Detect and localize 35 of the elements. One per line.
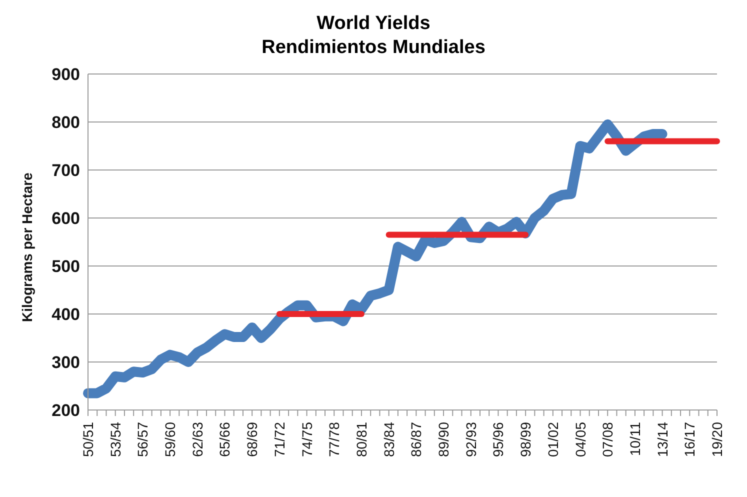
x-tick-label: 80/81 [353, 422, 370, 458]
x-tick-label: 86/87 [408, 422, 424, 458]
chart-title: World Yields [316, 12, 432, 36]
x-tick-label: 74/75 [298, 422, 315, 458]
x-tick-label: 92/93 [462, 422, 479, 458]
y-axis-title: Kilograms per Hectare [18, 172, 35, 322]
y-tick-label: 400 [52, 305, 80, 324]
x-tick-label: 62/63 [189, 422, 206, 458]
y-tick-label: 900 [52, 65, 80, 84]
y-tick-label: 300 [52, 353, 80, 372]
y-tick-label: 700 [52, 161, 80, 180]
x-tick-label: 01/02 [544, 422, 561, 458]
x-tick-label: 65/66 [216, 422, 233, 458]
x-tick-label: 71/72 [271, 422, 288, 458]
x-tick-label: 53/54 [107, 422, 124, 458]
x-tick-label: 56/57 [134, 422, 151, 458]
x-tick-label: 13/14 [654, 422, 670, 458]
x-tick-label: 19/20 [709, 422, 725, 458]
y-tick-label: 500 [52, 257, 80, 276]
x-tick-label: 83/84 [380, 422, 397, 458]
x-tick-label: 77/78 [326, 422, 342, 458]
y-tick-label: 600 [52, 209, 80, 228]
x-tick-label: 59/60 [162, 422, 178, 458]
x-tick-label: 50/51 [80, 422, 96, 458]
x-tick-label: 95/96 [490, 422, 506, 458]
x-tick-label: 89/90 [436, 422, 452, 458]
y-tick-label: 800 [52, 113, 80, 132]
x-tick-label: 98/99 [518, 422, 534, 458]
chart-subtitle: Rendimientos Mundiales [260, 36, 486, 60]
x-tick-label: 07/08 [600, 422, 616, 458]
y-tick-label: 200 [52, 401, 80, 420]
x-tick-label: 16/17 [682, 422, 698, 458]
x-tick-label: 10/11 [626, 422, 643, 456]
x-tick-label: 68/69 [244, 422, 260, 458]
x-tick-label: 04/05 [572, 422, 588, 458]
